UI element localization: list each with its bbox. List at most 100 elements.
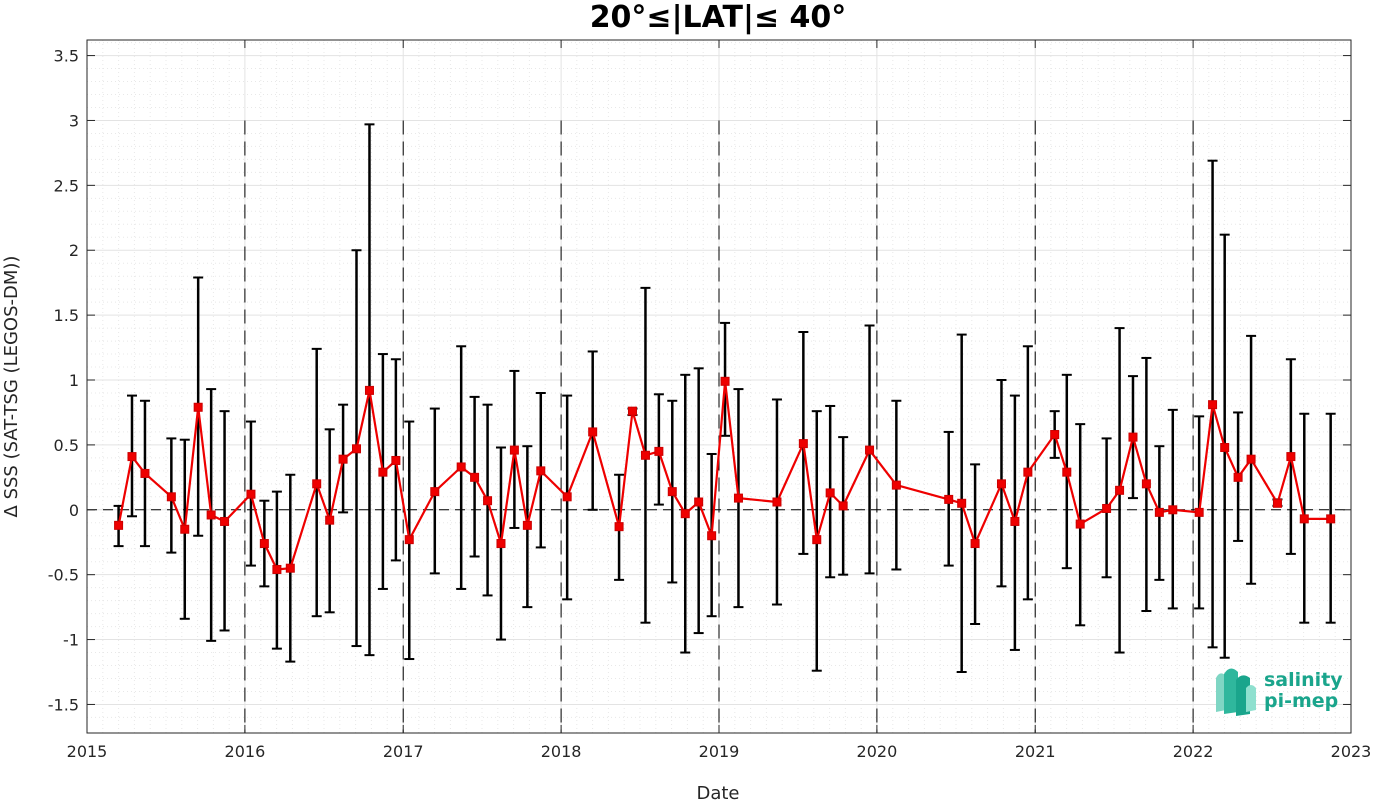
- data-point: [627, 406, 637, 416]
- x-tick-label: 2019: [699, 742, 740, 761]
- data-point: [1115, 485, 1125, 495]
- data-point: [1168, 505, 1178, 515]
- y-tick-label: 3: [69, 111, 79, 130]
- x-tick-label: 2022: [1173, 742, 1214, 761]
- logo-text-line1: salinity: [1264, 669, 1343, 691]
- data-point: [1062, 467, 1072, 477]
- data-point: [1233, 472, 1243, 482]
- data-point: [166, 492, 176, 502]
- logo-wave-icon: [1216, 668, 1256, 716]
- year-boundary-lines: [244, 120, 1194, 733]
- salinity-pi-mep-logo: salinity pi-mep: [1216, 668, 1343, 716]
- data-point: [272, 564, 282, 574]
- data-point: [285, 563, 295, 573]
- data-point: [772, 497, 782, 507]
- data-point: [404, 535, 414, 545]
- y-tick-label: -1: [63, 631, 79, 650]
- x-tick-label: 2017: [383, 742, 424, 761]
- data-point: [1050, 430, 1060, 440]
- data-point: [720, 376, 730, 386]
- data-point: [391, 455, 401, 465]
- data-point: [246, 489, 256, 499]
- x-tick-label: 2018: [541, 742, 582, 761]
- data-point: [351, 444, 361, 454]
- data-point: [1194, 507, 1204, 517]
- y-tick-label: 3.5: [54, 47, 79, 66]
- y-tick-label: 2: [69, 241, 79, 260]
- data-point: [193, 402, 203, 412]
- data-point: [614, 522, 624, 532]
- x-axis-label: Date: [696, 783, 739, 801]
- x-tick-label: 2015: [67, 742, 108, 761]
- data-point: [1208, 400, 1218, 410]
- data-point: [114, 520, 124, 530]
- data-point: [364, 385, 374, 395]
- data-point: [206, 510, 216, 520]
- data-point: [140, 468, 150, 478]
- chart-title: 20°≤|LAT|≤ 40°: [590, 0, 847, 35]
- data-point: [667, 487, 677, 497]
- x-tick-label: 2020: [857, 742, 898, 761]
- data-point: [338, 454, 348, 464]
- data-point: [865, 445, 875, 455]
- data-point: [496, 539, 506, 549]
- data-point: [798, 439, 808, 449]
- data-point: [1141, 479, 1151, 489]
- data-point: [733, 493, 743, 503]
- x-tick-label: 2016: [225, 742, 266, 761]
- data-point: [536, 466, 546, 476]
- data-point: [220, 516, 230, 526]
- y-tick-label: 1.5: [54, 306, 79, 325]
- data-point: [654, 446, 664, 456]
- data-point: [1299, 514, 1309, 524]
- data-point: [1154, 507, 1164, 517]
- x-tick-label: 2021: [1015, 742, 1056, 761]
- data-point: [957, 498, 967, 508]
- data-point: [680, 509, 690, 519]
- y-axis-label: Δ SSS (SAT-TSG (LEGOS-DM)): [1, 256, 22, 518]
- data-point: [180, 524, 190, 534]
- data-point: [1128, 432, 1138, 442]
- data-point: [891, 480, 901, 490]
- data-point: [378, 467, 388, 477]
- data-point: [1272, 498, 1282, 508]
- data-point: [259, 539, 269, 549]
- data-point: [970, 539, 980, 549]
- data-point: [825, 488, 835, 498]
- data-point: [944, 494, 954, 504]
- x-tick-label: 2023: [1331, 742, 1372, 761]
- y-tick-label: 0.5: [54, 436, 79, 455]
- axis-ticks: [86, 40, 1352, 733]
- y-tick-label: -1.5: [48, 695, 79, 714]
- data-point: [509, 445, 519, 455]
- data-point: [1220, 442, 1230, 452]
- data-point: [707, 531, 717, 541]
- data-point: [640, 450, 650, 460]
- data-point: [562, 492, 572, 502]
- data-point: [1246, 454, 1256, 464]
- y-tick-label: 0: [69, 501, 79, 520]
- data-point: [996, 479, 1006, 489]
- data-point: [1286, 452, 1296, 462]
- data-point: [312, 479, 322, 489]
- data-point: [588, 427, 598, 437]
- y-tick-label: 1: [69, 371, 79, 390]
- series: [114, 376, 1336, 574]
- data-point: [694, 497, 704, 507]
- data-point: [456, 462, 466, 472]
- x-tick-labels: 2015 2016 2017 2018 2019 2020 2021 2022 2023: [67, 742, 1372, 761]
- y-tick-label: 2.5: [54, 176, 79, 195]
- data-point: [1023, 467, 1033, 477]
- data-point: [483, 496, 493, 506]
- data-point: [430, 487, 440, 497]
- logo-text-line2: pi-mep: [1264, 690, 1338, 712]
- data-point: [1010, 516, 1020, 526]
- data-point: [1102, 503, 1112, 513]
- data-point: [838, 501, 848, 511]
- data-point: [1075, 519, 1085, 529]
- data-point: [1326, 514, 1336, 524]
- data-point: [812, 535, 822, 545]
- data-point: [127, 452, 137, 462]
- y-tick-label: -0.5: [48, 566, 79, 585]
